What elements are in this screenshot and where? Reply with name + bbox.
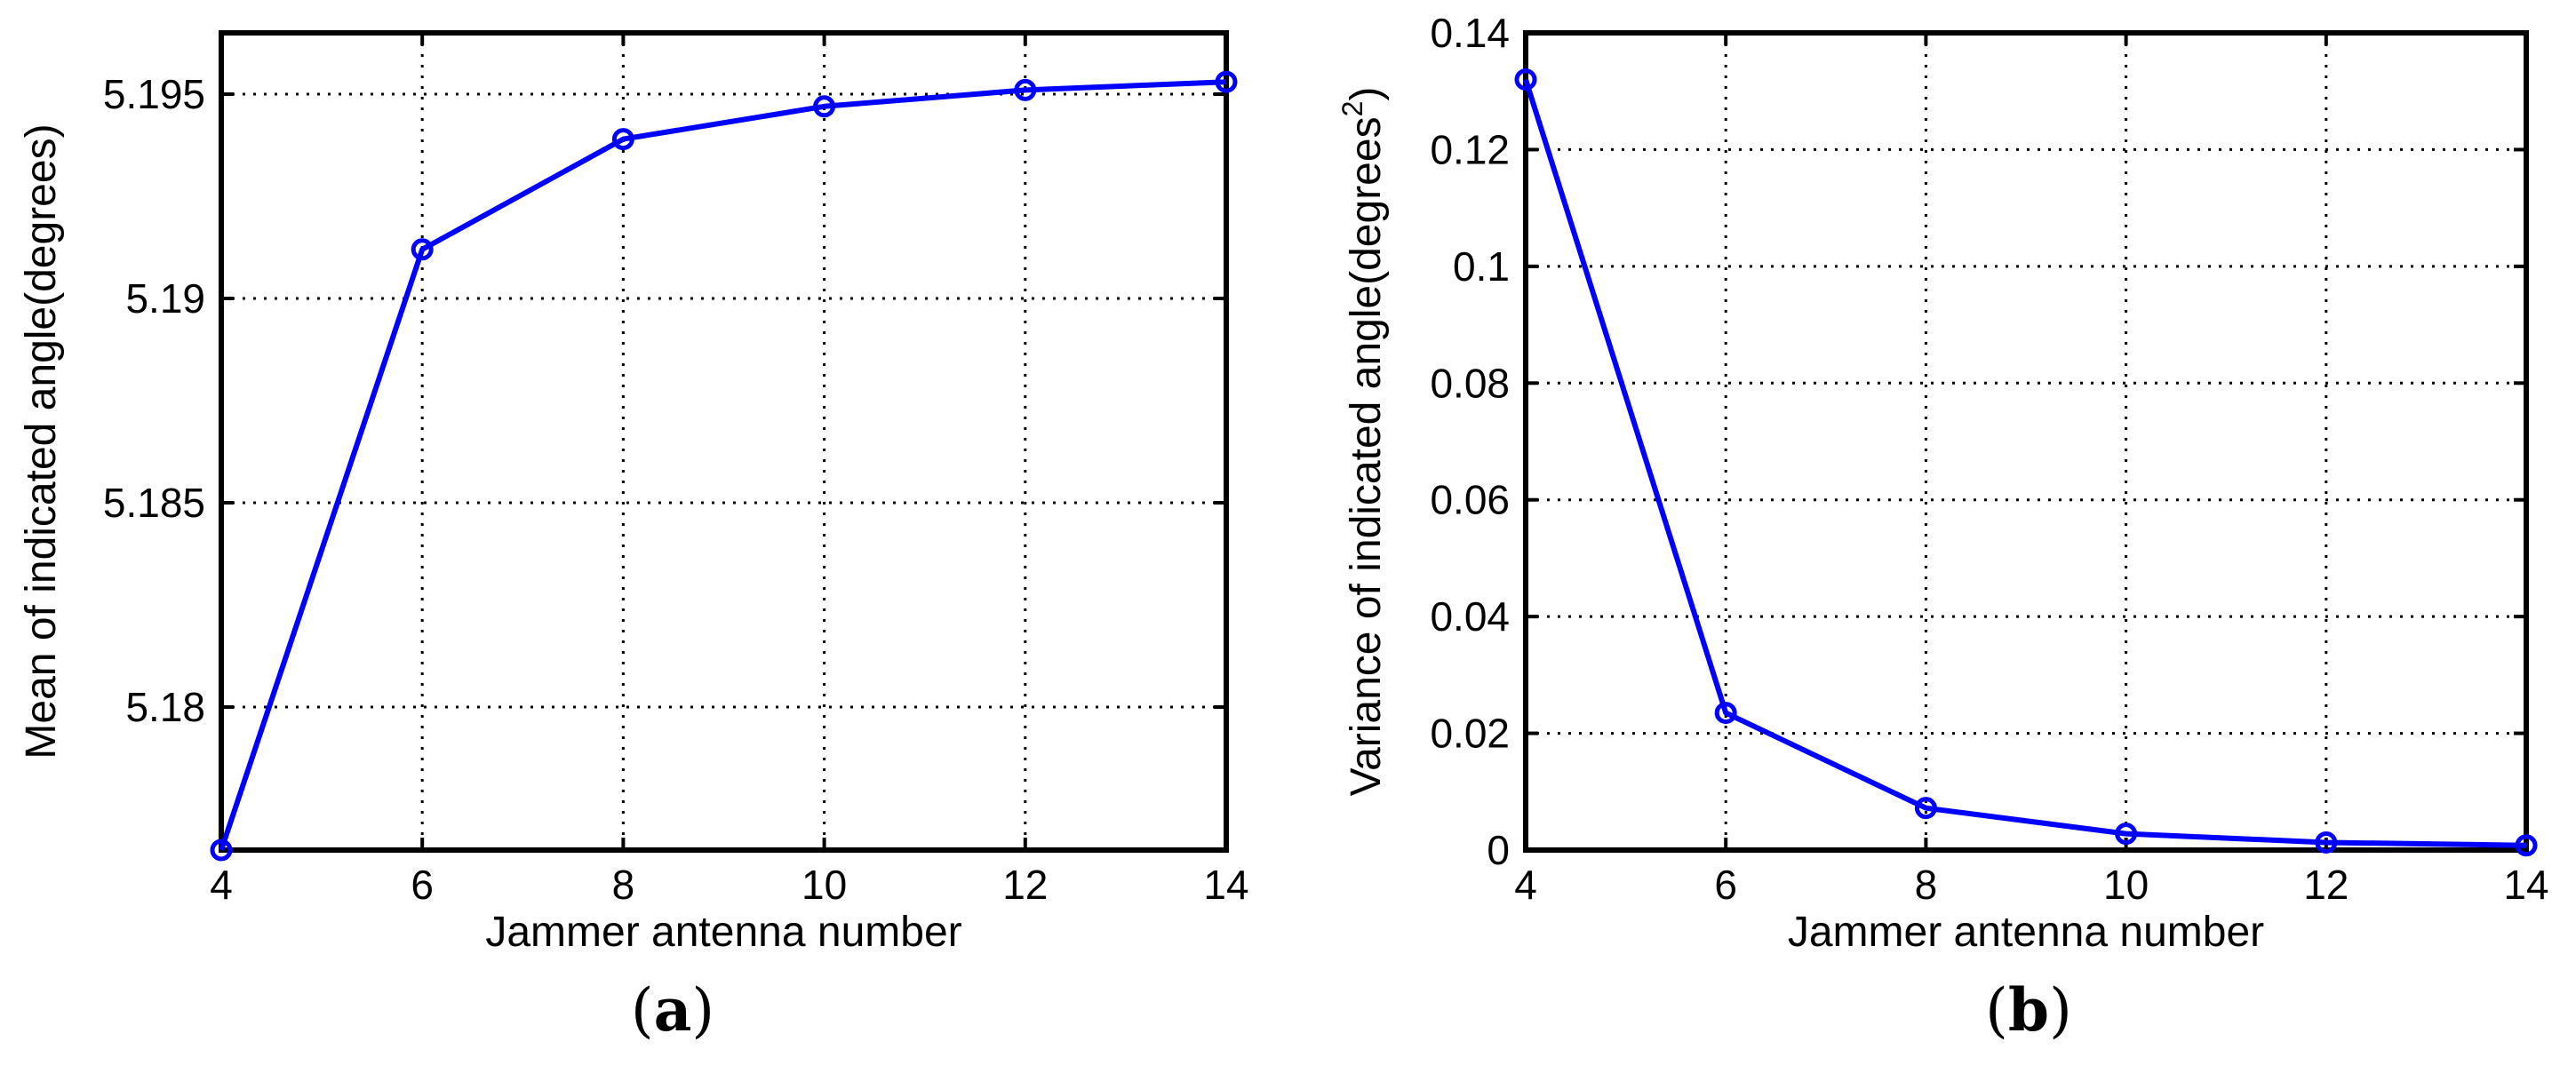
plot-frame (1523, 30, 2529, 853)
panel-caption: (b) (1985, 975, 2072, 1045)
data-point-marker (2315, 831, 2338, 854)
x-tick-label: 10 (2103, 862, 2149, 908)
data-point-marker (1514, 68, 1537, 91)
panel-caption-open-paren: ( (1985, 976, 2008, 1045)
y-tick-label: 0.12 (1430, 126, 1510, 172)
x-tick-label: 6 (411, 862, 434, 908)
y-tick-label: 5.18 (125, 684, 205, 730)
panel-caption-letter: b (2008, 975, 2049, 1045)
x-tick-label: 14 (1203, 862, 1248, 908)
x-tick-label: 6 (1714, 862, 1737, 908)
series-line (1523, 78, 2527, 848)
y-axis-label-superscript: 2 (1336, 101, 1368, 117)
y-tick-label: 0.14 (1430, 10, 1510, 56)
data-point-marker (411, 238, 434, 261)
y-axis-label-text: Mean of indicated angle(degrees) (18, 123, 65, 759)
panel-caption: (a) (631, 975, 714, 1045)
x-tick-label: 14 (2503, 862, 2548, 908)
x-axis-label: Jammer antenna number (1788, 909, 2264, 956)
y-tick-label: 0.02 (1430, 711, 1510, 757)
panel-caption-open-paren: ( (631, 976, 654, 1045)
x-tick-label: 10 (802, 862, 847, 908)
y-axis-label: Variance of indicated angle(degrees2) (1336, 87, 1390, 797)
y-axis-label-text: Variance of indicated angle(degrees (1343, 116, 1390, 796)
y-tick-label: 0.04 (1430, 593, 1510, 640)
data-point-marker (1014, 78, 1037, 101)
data-point-marker (813, 95, 836, 118)
y-tick-label: 5.195 (103, 71, 205, 117)
panel-caption-letter: a (654, 975, 692, 1045)
data-point-marker (2515, 834, 2538, 857)
plot-frame (219, 30, 1229, 853)
data-point-marker (1714, 702, 1737, 725)
x-tick-label: 8 (1915, 862, 1938, 908)
panel-caption-close-paren: ) (2049, 976, 2072, 1045)
y-axis-label: Mean of indicated angle(degrees) (18, 123, 65, 759)
x-axis-label: Jammer antenna number (485, 909, 961, 956)
y-tick-label: 5.185 (103, 480, 205, 526)
y-axis-label-suffix: ) (1343, 87, 1390, 101)
x-tick-label: 4 (1514, 862, 1537, 908)
x-tick-label: 8 (612, 862, 635, 908)
panel-b: 4 6 8 10 12 14 0 0.02 0.04 0.06 0.08 0.1 0.12 0.14 Jam… (1336, 10, 2549, 1045)
panel-a: 4 6 8 10 12 14 5.18 5.185 5.19 5.195 Jammer antenn… (18, 30, 1249, 1045)
data-point-marker (2115, 823, 2138, 846)
data-point-marker (1914, 797, 1937, 820)
y-tick-label: 0 (1487, 827, 1510, 873)
x-tick-label: 12 (1002, 862, 1048, 908)
y-tick-label: 0.06 (1430, 477, 1510, 523)
y-tick-label: 5.19 (125, 275, 205, 322)
panel-caption-close-paren: ) (691, 976, 714, 1045)
y-tick-label: 0.1 (1453, 243, 1510, 290)
data-point-marker (1215, 70, 1238, 93)
data-point-marker (210, 839, 233, 862)
series-line (219, 79, 1227, 851)
y-tick-label: 0.08 (1430, 360, 1510, 406)
data-point-marker (611, 128, 634, 151)
x-tick-label: 12 (2303, 862, 2349, 908)
x-tick-label: 4 (210, 862, 233, 908)
